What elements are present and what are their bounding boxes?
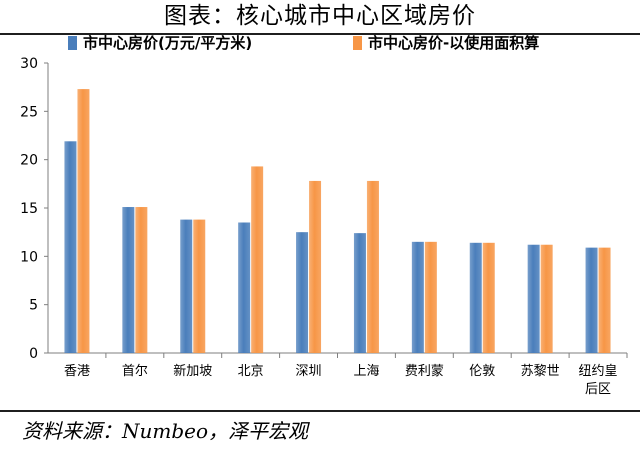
bar-series1 — [122, 207, 135, 353]
y-tick-label: 0 — [29, 346, 38, 362]
legend-swatch — [353, 36, 362, 50]
y-tick-label: 10 — [20, 249, 38, 265]
y-tick-label: 20 — [20, 153, 38, 169]
x-tick-label: 香港 — [64, 364, 90, 379]
source-note: 资料来源：Numbeo，泽平宏观 — [22, 419, 309, 443]
bar-series2 — [366, 180, 379, 353]
x-tick-label: 上海 — [353, 364, 379, 379]
bar-series2 — [135, 207, 148, 353]
x-tick-label: 新加坡 — [173, 363, 212, 379]
y-tick-label: 25 — [20, 104, 38, 120]
bar-series2 — [482, 242, 495, 353]
bar-series2 — [77, 89, 90, 353]
y-tick-label: 5 — [29, 298, 38, 314]
y-tick-label: 30 — [20, 56, 38, 72]
bar-series1 — [353, 233, 366, 353]
bar-series1 — [296, 232, 309, 353]
y-tick-label: 15 — [20, 201, 38, 217]
bar-series1 — [180, 219, 193, 353]
bar-series2 — [540, 244, 553, 353]
legend-label: 市中心房价(万元/平方米) — [83, 34, 252, 52]
bar-series1 — [411, 241, 424, 353]
bar-series1 — [469, 242, 482, 353]
bar-series2 — [193, 219, 206, 353]
x-tick-label: 首尔 — [122, 364, 148, 379]
x-tick-label: 纽约皇后区 — [579, 364, 618, 397]
bar-series2 — [598, 247, 611, 353]
chart-title: 图表：核心城市中心区域房价 — [164, 3, 476, 29]
bar-series2 — [309, 180, 322, 353]
x-tick-label: 深圳 — [296, 364, 322, 379]
x-tick-label: 苏黎世 — [521, 363, 560, 379]
bar-series1 — [238, 222, 251, 353]
bar-series1 — [527, 244, 540, 353]
top-rule — [0, 33, 640, 35]
legend-swatch — [68, 36, 77, 50]
bar-series2 — [251, 166, 264, 353]
bottom-rule — [0, 410, 640, 412]
x-tick-label: 费利蒙 — [405, 364, 444, 379]
legend-label: 市中心房价-以使用面积算 — [368, 34, 539, 52]
bar-chart: 0 5 10 15 20 25 30 香港 首尔 新加坡 北京 深圳 上海 费利蒙 伦敦 苏黎世 纽约皇后区 市… — [20, 34, 628, 397]
x-tick-label: 伦敦 — [469, 363, 495, 379]
bar-series1 — [585, 247, 598, 353]
bar-series1 — [64, 141, 77, 353]
bar-series2 — [424, 241, 437, 353]
x-tick-label: 北京 — [238, 364, 264, 379]
